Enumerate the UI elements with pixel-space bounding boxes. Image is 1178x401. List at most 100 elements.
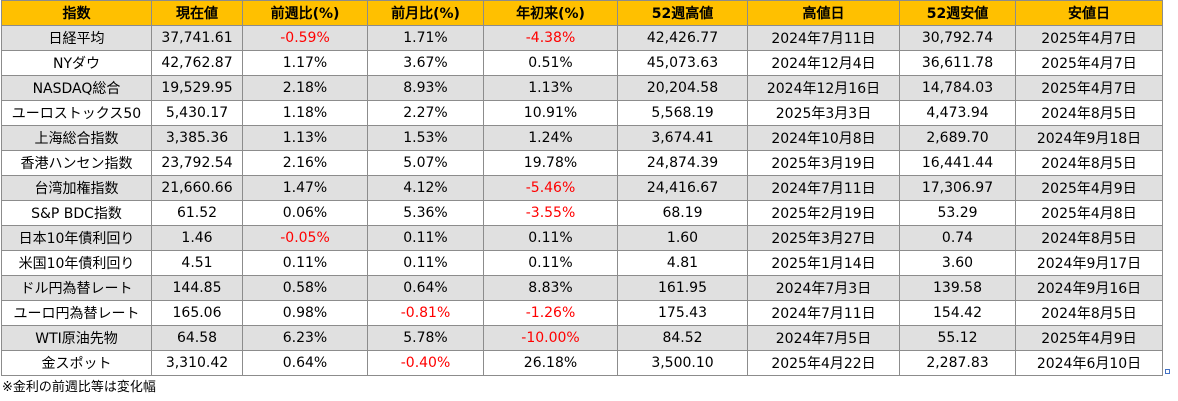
cell-current[interactable]: 1.46 [151,225,243,251]
cell-52w-low[interactable]: 2,689.70 [899,125,1016,151]
cell-high-date[interactable]: 2024年7月11日 [747,300,900,326]
cell-week-change[interactable]: 0.58% [242,275,368,301]
cell-high-date[interactable]: 2025年3月19日 [747,150,900,176]
cell-month-change[interactable]: 5.36% [367,200,484,226]
cell-52w-high[interactable]: 20,204.58 [617,75,748,101]
cell-month-change[interactable]: 0.11% [367,250,484,276]
cell-52w-high[interactable]: 84.52 [617,325,748,351]
cell-current[interactable]: 3,310.42 [151,350,243,376]
cell-ytd[interactable]: 19.78% [483,150,618,176]
cell-52w-high[interactable]: 45,073.63 [617,50,748,76]
cell-current[interactable]: 42,762.87 [151,50,243,76]
cell-week-change[interactable]: 1.13% [242,125,368,151]
cell-week-change[interactable]: 1.17% [242,50,368,76]
cell-index-name[interactable]: NYダウ [1,50,152,76]
cell-low-date[interactable]: 2025年4月7日 [1015,50,1163,76]
cell-index-name[interactable]: 金スポット [1,350,152,376]
cell-month-change[interactable]: 3.67% [367,50,484,76]
cell-low-date[interactable]: 2024年9月17日 [1015,250,1163,276]
cell-high-date[interactable]: 2024年12月16日 [747,75,900,101]
cell-week-change[interactable]: 0.64% [242,350,368,376]
cell-low-date[interactable]: 2024年9月18日 [1015,125,1163,151]
selection-handle[interactable] [1165,369,1170,374]
cell-52w-low[interactable]: 30,792.74 [899,25,1016,51]
cell-ytd[interactable]: -10.00% [483,325,618,351]
cell-52w-low[interactable]: 17,306.97 [899,175,1016,201]
cell-low-date[interactable]: 2025年4月9日 [1015,175,1163,201]
cell-52w-low[interactable]: 0.74 [899,225,1016,251]
cell-index-name[interactable]: ユーロ円為替レート [1,300,152,326]
cell-high-date[interactable]: 2025年1月14日 [747,250,900,276]
cell-52w-high[interactable]: 24,874.39 [617,150,748,176]
cell-52w-low[interactable]: 16,441.44 [899,150,1016,176]
cell-month-change[interactable]: -0.81% [367,300,484,326]
cell-52w-low[interactable]: 2,287.83 [899,350,1016,376]
cell-52w-low[interactable]: 4,473.94 [899,100,1016,126]
cell-low-date[interactable]: 2025年4月7日 [1015,75,1163,101]
cell-high-date[interactable]: 2025年2月19日 [747,200,900,226]
cell-low-date[interactable]: 2025年4月9日 [1015,325,1163,351]
cell-52w-high[interactable]: 68.19 [617,200,748,226]
cell-index-name[interactable]: 米国10年債利回り [1,250,152,276]
cell-52w-low[interactable]: 139.58 [899,275,1016,301]
cell-52w-high[interactable]: 5,568.19 [617,100,748,126]
cell-high-date[interactable]: 2024年7月3日 [747,275,900,301]
cell-index-name[interactable]: WTI原油先物 [1,325,152,351]
cell-low-date[interactable]: 2025年4月7日 [1015,25,1163,51]
cell-52w-low[interactable]: 3.60 [899,250,1016,276]
cell-index-name[interactable]: ドル円為替レート [1,275,152,301]
cell-52w-high[interactable]: 4.81 [617,250,748,276]
cell-ytd[interactable]: 1.13% [483,75,618,101]
cell-high-date[interactable]: 2025年3月27日 [747,225,900,251]
cell-current[interactable]: 144.85 [151,275,243,301]
cell-index-name[interactable]: ユーロストックス50 [1,100,152,126]
cell-week-change[interactable]: 0.06% [242,200,368,226]
cell-high-date[interactable]: 2024年7月11日 [747,175,900,201]
cell-52w-low[interactable]: 53.29 [899,200,1016,226]
cell-current[interactable]: 21,660.66 [151,175,243,201]
cell-month-change[interactable]: 0.64% [367,275,484,301]
cell-index-name[interactable]: 日経平均 [1,25,152,51]
cell-month-change[interactable]: 8.93% [367,75,484,101]
cell-ytd[interactable]: 10.91% [483,100,618,126]
cell-month-change[interactable]: -0.40% [367,350,484,376]
cell-index-name[interactable]: 香港ハンセン指数 [1,150,152,176]
cell-low-date[interactable]: 2024年8月5日 [1015,225,1163,251]
cell-low-date[interactable]: 2024年8月5日 [1015,100,1163,126]
cell-index-name[interactable]: 日本10年債利回り [1,225,152,251]
cell-52w-high[interactable]: 3,674.41 [617,125,748,151]
cell-high-date[interactable]: 2024年7月11日 [747,25,900,51]
cell-ytd[interactable]: 26.18% [483,350,618,376]
cell-52w-low[interactable]: 154.42 [899,300,1016,326]
cell-current[interactable]: 165.06 [151,300,243,326]
cell-high-date[interactable]: 2024年12月4日 [747,50,900,76]
cell-ytd[interactable]: -3.55% [483,200,618,226]
cell-index-name[interactable]: 上海総合指数 [1,125,152,151]
cell-52w-high[interactable]: 3,500.10 [617,350,748,376]
cell-52w-high[interactable]: 1.60 [617,225,748,251]
cell-week-change[interactable]: 2.16% [242,150,368,176]
cell-index-name[interactable]: NASDAQ総合 [1,75,152,101]
cell-month-change[interactable]: 1.53% [367,125,484,151]
cell-52w-low[interactable]: 55.12 [899,325,1016,351]
cell-month-change[interactable]: 5.07% [367,150,484,176]
cell-current[interactable]: 64.58 [151,325,243,351]
cell-ytd[interactable]: 0.51% [483,50,618,76]
cell-week-change[interactable]: -0.05% [242,225,368,251]
cell-high-date[interactable]: 2025年4月22日 [747,350,900,376]
cell-current[interactable]: 23,792.54 [151,150,243,176]
cell-ytd[interactable]: -5.46% [483,175,618,201]
cell-week-change[interactable]: 0.11% [242,250,368,276]
cell-current[interactable]: 3,385.36 [151,125,243,151]
cell-ytd[interactable]: -1.26% [483,300,618,326]
cell-week-change[interactable]: 2.18% [242,75,368,101]
cell-52w-low[interactable]: 36,611.78 [899,50,1016,76]
cell-current[interactable]: 19,529.95 [151,75,243,101]
cell-ytd[interactable]: 0.11% [483,225,618,251]
cell-ytd[interactable]: 8.83% [483,275,618,301]
cell-week-change[interactable]: -0.59% [242,25,368,51]
cell-52w-high[interactable]: 42,426.77 [617,25,748,51]
cell-current[interactable]: 37,741.61 [151,25,243,51]
cell-month-change[interactable]: 0.11% [367,225,484,251]
cell-low-date[interactable]: 2024年6月10日 [1015,350,1163,376]
